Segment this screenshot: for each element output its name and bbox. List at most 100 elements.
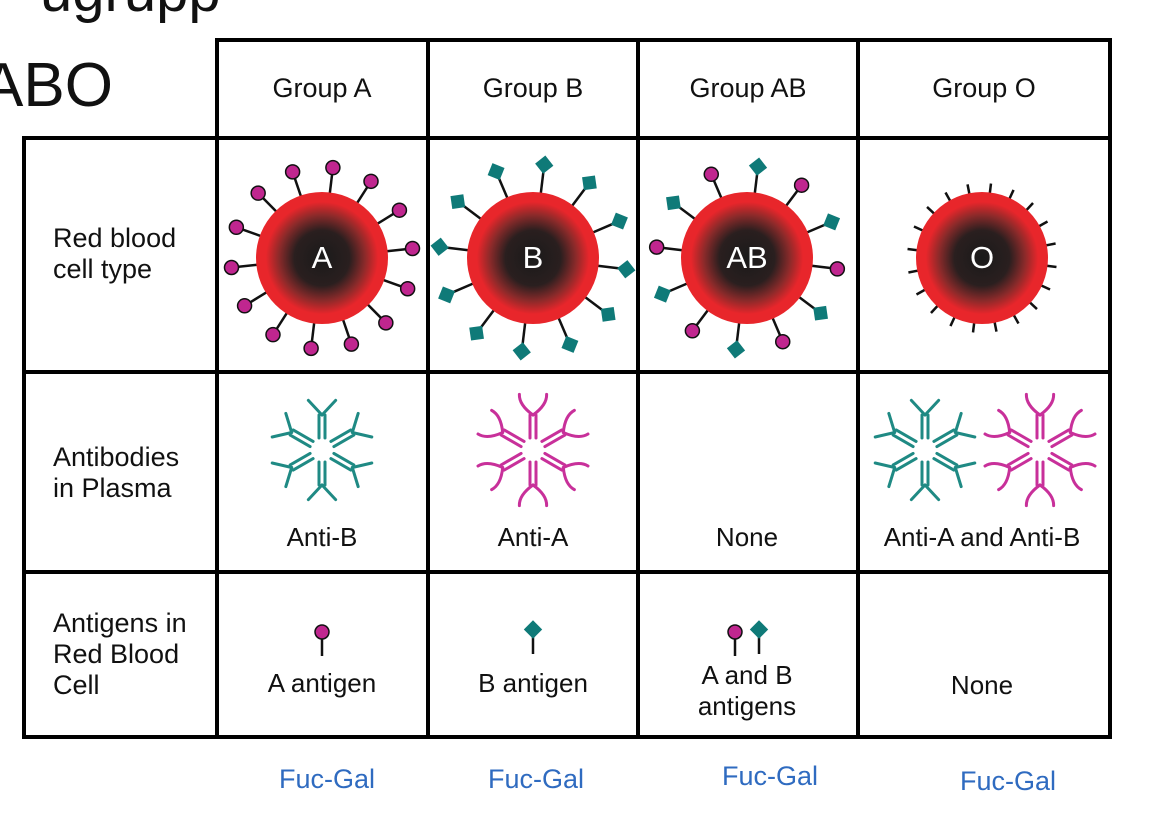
row-label-line: Red Blood — [53, 639, 180, 669]
a-antigen-icon — [223, 259, 258, 276]
system-label: ABO — [0, 51, 113, 120]
column-header-group-ab: Group AB — [689, 73, 807, 103]
a-antigen-icon — [376, 202, 408, 225]
cell-letter-a: A — [311, 240, 333, 275]
anti-a-antibodies-icon — [983, 392, 1097, 508]
row-label-antigens: Antigens in Red Blood Cell — [53, 608, 187, 701]
column-header-group-o: Group O — [932, 73, 1036, 103]
spike-icon — [1025, 202, 1034, 212]
spike-icon — [993, 321, 998, 332]
spike-icon — [944, 191, 952, 202]
antibody-caption-a: Anti-B — [286, 522, 358, 552]
anti-b-antibodies-icon — [270, 398, 374, 502]
spike-icon — [1040, 284, 1051, 291]
spike-icon — [908, 269, 919, 274]
spike-icon — [926, 206, 936, 215]
b-antigen-icon — [798, 296, 828, 321]
a-antigen-icon — [771, 317, 791, 350]
b-antigen-icon — [806, 213, 841, 234]
footer-label-a: Fuc-Gal — [278, 764, 376, 794]
red-blood-cell-ab — [648, 157, 846, 359]
antigen-caption-ab: A and B antigens — [627, 660, 867, 722]
a-antigen-icon — [228, 219, 262, 238]
spike-icon — [988, 183, 993, 194]
a-antigen-icon — [250, 185, 278, 213]
footer-label-b: Fuc-Gal — [487, 764, 585, 794]
column-header-group-a: Group A — [272, 73, 372, 103]
a-antigen-icon — [648, 239, 683, 255]
a-antigen-icon — [382, 278, 416, 297]
b-antigen-icon — [523, 620, 543, 654]
row-label-line: Cell — [53, 670, 100, 700]
b-antigen-icon — [535, 155, 554, 194]
spike-icon — [1012, 314, 1020, 325]
a-antigen-icon — [303, 322, 319, 357]
red-blood-cell-b — [430, 155, 636, 361]
body-border — [22, 136, 1112, 739]
b-antigen-icon — [584, 296, 616, 322]
a-antigen-icon — [366, 303, 394, 331]
b-antigen-icon — [666, 195, 696, 220]
spike-icon — [1008, 189, 1015, 200]
a-antigen-icon — [325, 159, 341, 194]
b-antigen-icon — [438, 282, 474, 304]
spike-icon — [907, 247, 918, 252]
spike-icon — [966, 184, 971, 195]
footer-label-ab: Fuc-Gal — [721, 761, 819, 791]
cell-letter-b: B — [522, 240, 544, 275]
b-antigen-icon — [749, 620, 769, 654]
column-header-group-b: Group B — [482, 73, 584, 103]
row-label-rbc: Red blood cell type — [53, 223, 176, 285]
caption-line: antigens — [697, 691, 797, 721]
antibody-caption-ab: None — [715, 522, 779, 552]
b-antigen-icon — [726, 322, 746, 359]
spike-icon — [1046, 264, 1057, 269]
antibody-caption-b: Anti-A — [497, 522, 569, 552]
a-antigen-icon — [265, 312, 289, 343]
a-antigen-icon — [703, 166, 723, 199]
a-antigen-icon — [785, 177, 810, 207]
row-label-line: Antigens in — [53, 608, 187, 638]
cell-letter-o: O — [969, 240, 995, 275]
b-antigen-icon — [512, 322, 531, 361]
anti-b-antibodies-icon — [873, 398, 977, 502]
b-antigen-icon — [469, 309, 495, 341]
a-antigen-icon — [684, 309, 709, 339]
b-antigen-icon — [592, 212, 628, 234]
b-antigen-icon — [571, 175, 597, 207]
b-antigen-icon — [430, 237, 469, 256]
anti-a-antibodies-icon — [476, 392, 590, 508]
b-antigen-icon — [450, 194, 482, 220]
spike-icon — [949, 316, 956, 327]
a-antigen-icon — [727, 624, 743, 656]
spike-icon — [915, 288, 926, 296]
spike-icon — [971, 322, 976, 333]
b-antigen-icon — [597, 260, 636, 279]
red-blood-cell-a — [223, 159, 421, 357]
antigen-caption-b: B antigen — [478, 668, 588, 698]
antigen-caption-o: None — [950, 670, 1014, 700]
row-label-antibodies: Antibodies in Plasma — [53, 442, 179, 504]
a-antigen-icon — [355, 173, 379, 204]
b-antigen-icon — [653, 282, 688, 303]
footer-label-o: Fuc-Gal — [959, 766, 1057, 796]
row-label-line: cell type — [53, 254, 153, 284]
row-label-line: Red blood — [53, 223, 177, 253]
b-antigen-icon — [487, 163, 509, 199]
row-label-line: in Plasma — [53, 473, 172, 503]
spike-icon — [913, 225, 924, 232]
a-antigen-icon — [811, 261, 846, 277]
spike-icon — [1028, 301, 1038, 310]
caption-line: A and B — [701, 660, 793, 690]
page-title-partial: ugrupp — [40, 0, 221, 25]
spike-icon — [1038, 220, 1049, 228]
a-antigen-icon — [236, 291, 268, 314]
table-grid — [22, 38, 1112, 739]
a-antigen-icon — [314, 624, 330, 656]
row-label-line: Antibodies — [53, 442, 180, 472]
a-antigen-icon — [284, 164, 303, 197]
antigen-caption-a: A antigen — [267, 668, 377, 698]
a-antigen-icon — [341, 319, 360, 352]
red-blood-cell-o — [907, 183, 1057, 333]
